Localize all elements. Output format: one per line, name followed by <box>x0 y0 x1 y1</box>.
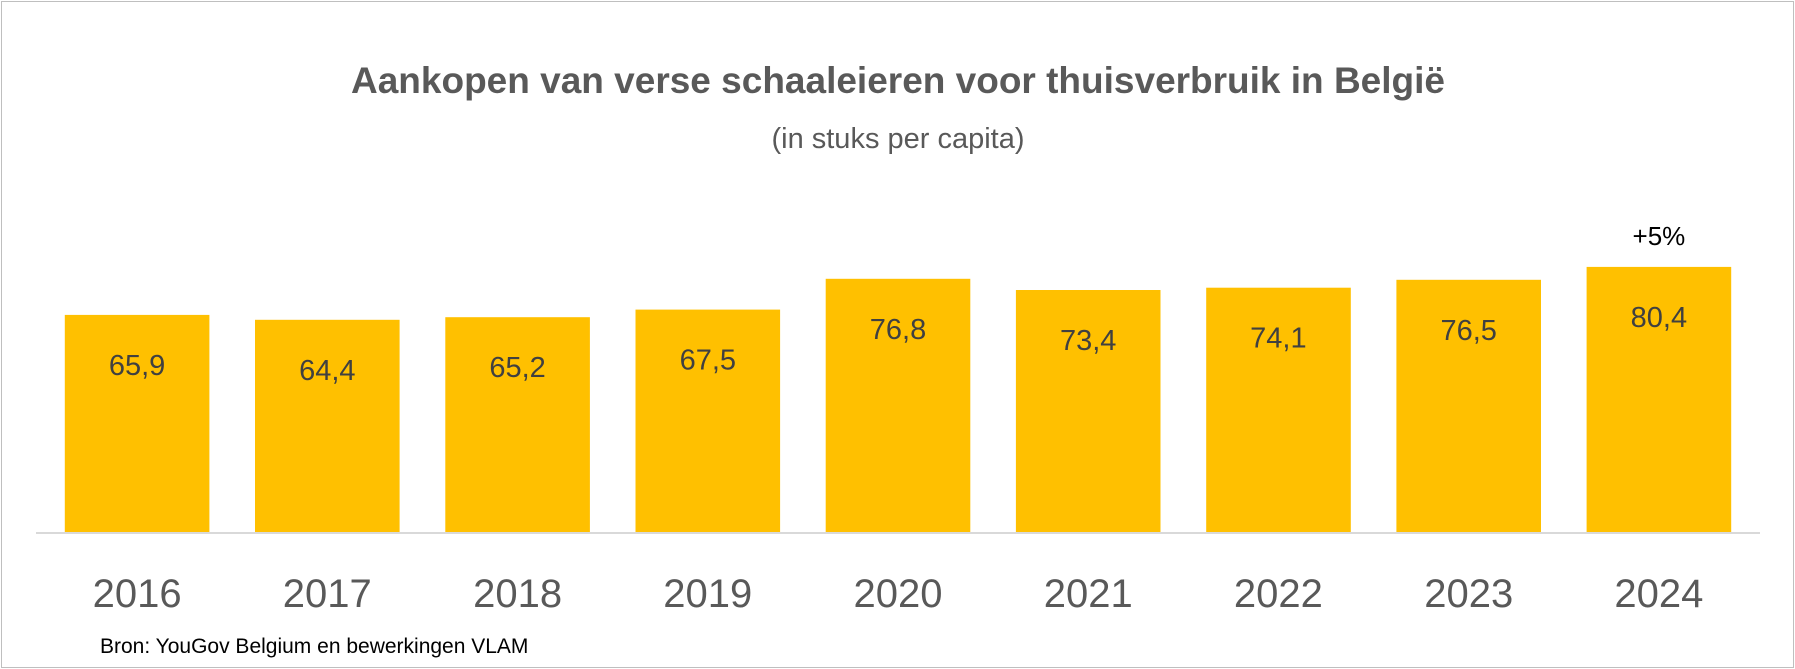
bar-2021 <box>1015 290 1161 533</box>
data-label-2019: 67,5 <box>680 345 736 377</box>
bar-2018 <box>445 317 590 533</box>
x-tick-label-2016: 2016 <box>93 572 182 616</box>
bar-2016 <box>64 314 210 533</box>
data-label-2023: 76,5 <box>1440 315 1496 347</box>
x-tick-label-2018: 2018 <box>473 572 562 616</box>
bar-2022 <box>1206 287 1351 533</box>
bars-layer: 65,9 64,4 65,2 67,5 76,8 73,4 74,1 76,5 80,4 +5% <box>64 221 1732 533</box>
bar-2024 <box>1586 266 1732 533</box>
data-label-2024: 80,4 <box>1631 302 1687 334</box>
chart-subtitle: (in stuks per capita) <box>771 123 1024 155</box>
x-tick-label-2022: 2022 <box>1234 572 1323 616</box>
data-label-2017: 64,4 <box>299 355 355 387</box>
chart-title: Aankopen van verse schaaleieren voor thu… <box>351 60 1445 101</box>
x-tick-label-2024: 2024 <box>1614 572 1703 616</box>
x-tick-label-2023: 2023 <box>1424 572 1513 616</box>
data-label-2021: 73,4 <box>1060 325 1116 357</box>
x-tick-label-2017: 2017 <box>283 572 372 616</box>
bar-2020 <box>825 278 971 533</box>
source-note: Bron: YouGov Belgium en bewerkingen VLAM <box>100 635 528 658</box>
x-tick-labels: 2016 2017 2018 2019 2020 2021 2022 2023 2024 <box>93 572 1704 616</box>
bar-2023 <box>1396 279 1541 533</box>
data-label-2016: 65,9 <box>109 350 165 382</box>
bar-2017 <box>255 319 400 533</box>
data-label-2018: 65,2 <box>489 352 545 384</box>
x-tick-label-2020: 2020 <box>854 572 943 616</box>
growth-annotation: +5% <box>1633 221 1686 251</box>
bar-2019 <box>635 309 781 533</box>
x-tick-label-2021: 2021 <box>1044 572 1133 616</box>
data-label-2022: 74,1 <box>1250 323 1306 355</box>
x-tick-label-2019: 2019 <box>663 572 752 616</box>
data-label-2020: 76,8 <box>870 314 926 346</box>
